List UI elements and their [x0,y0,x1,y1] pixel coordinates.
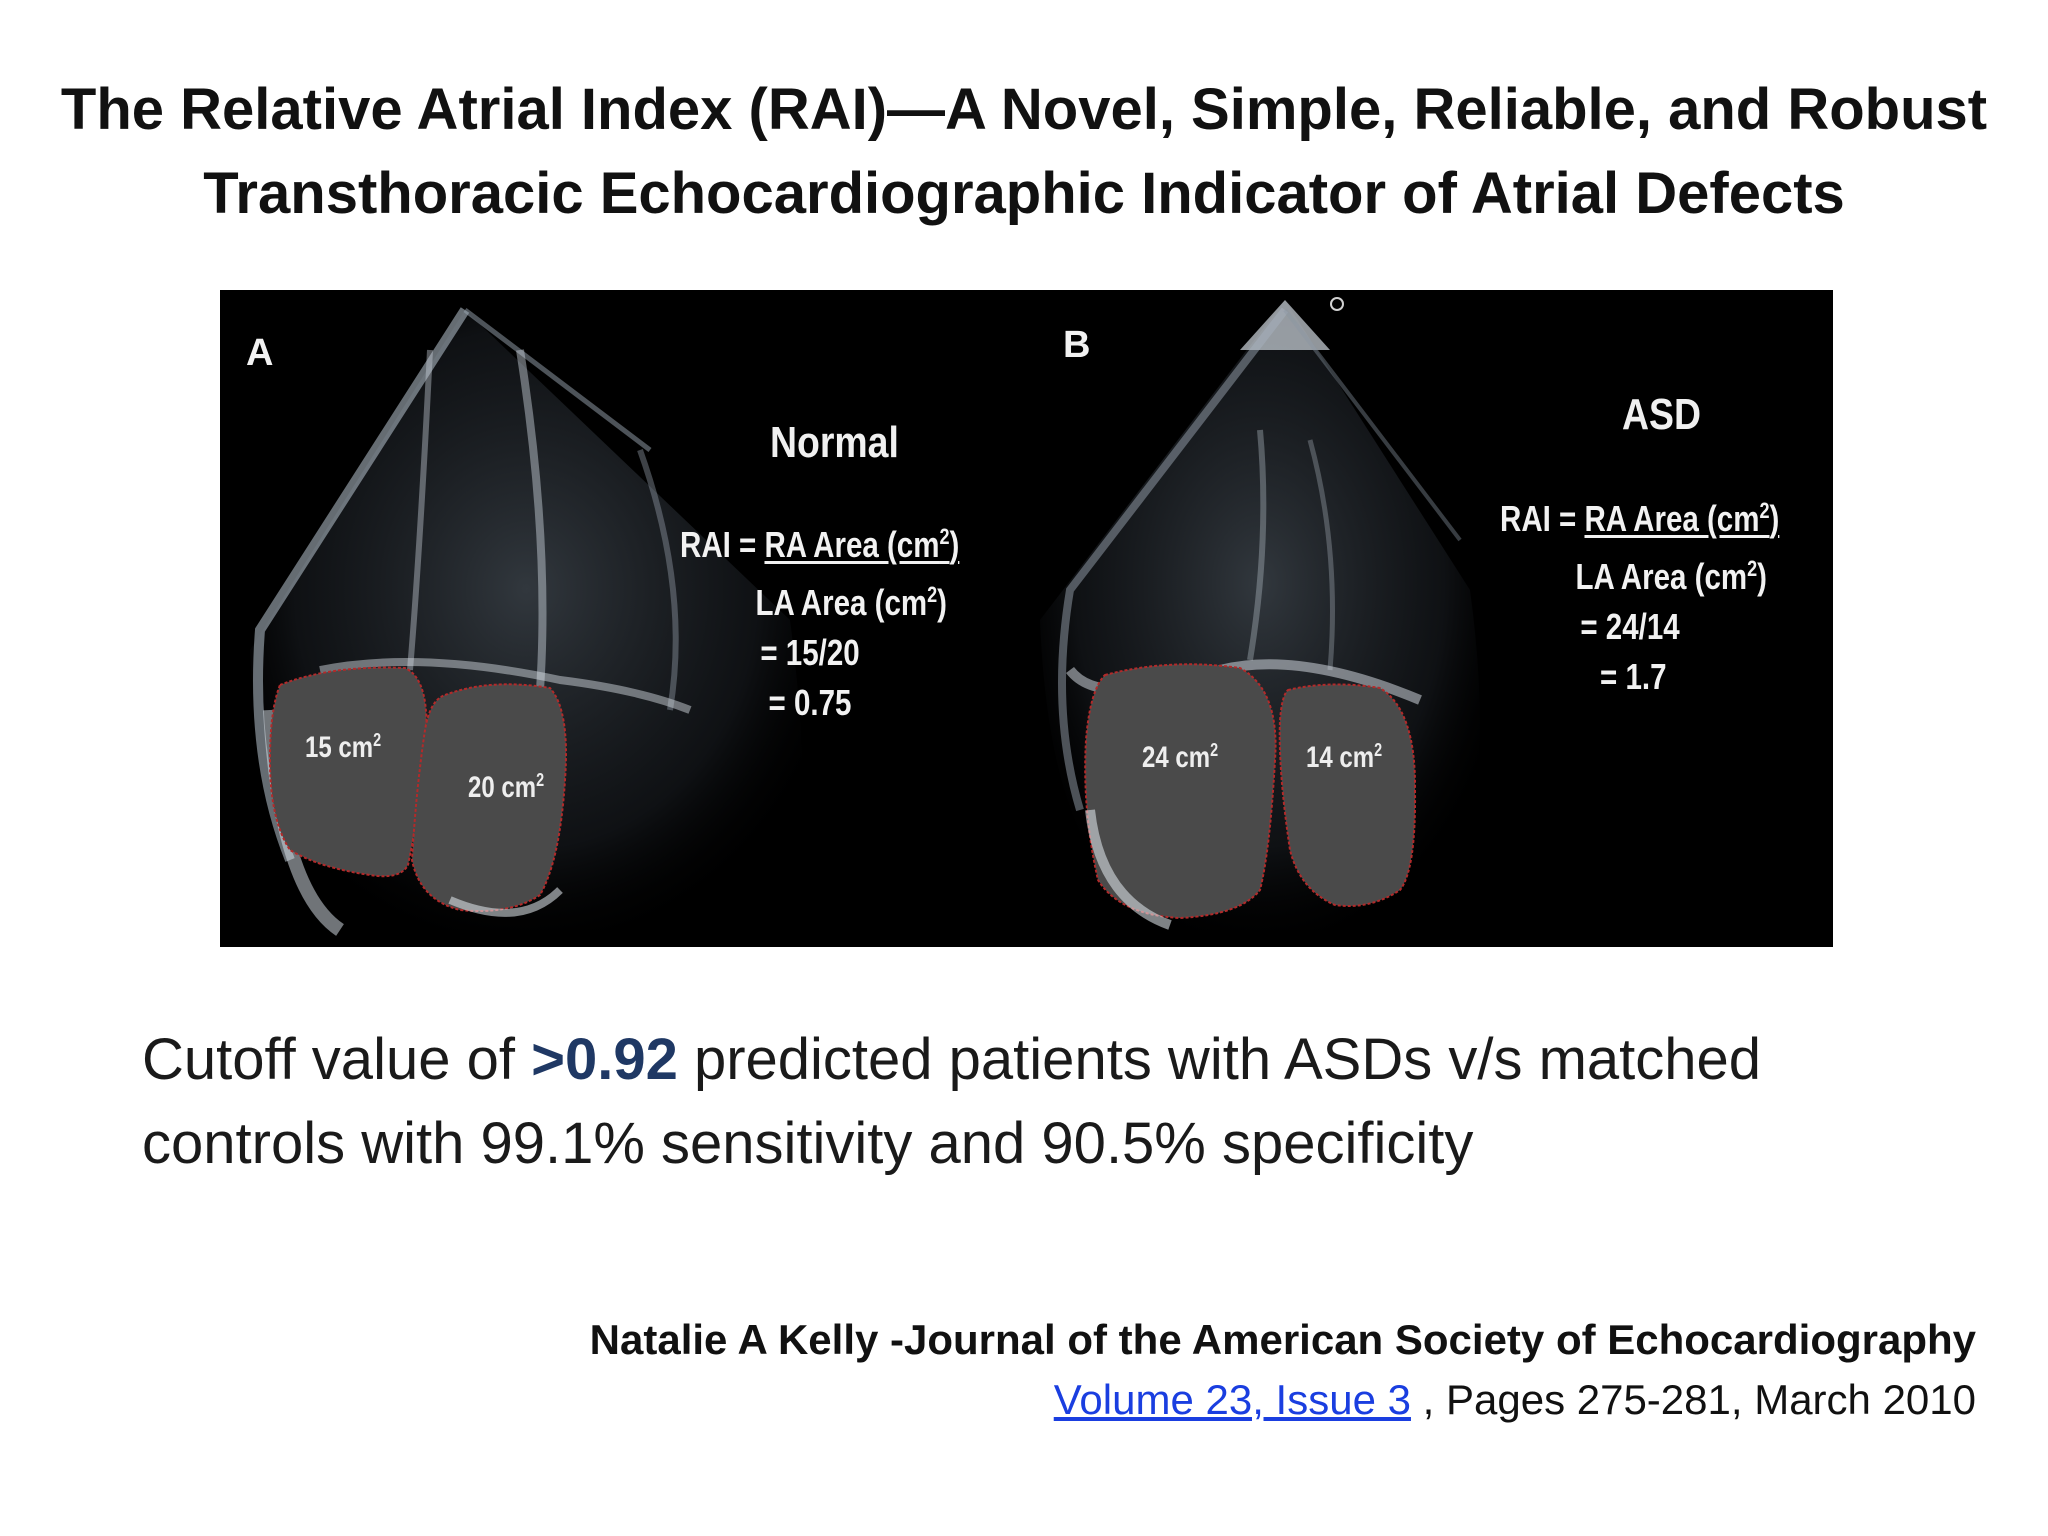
panel-a-ra-area-value: 15 cm [305,731,374,764]
panel-b-la-area-sup: 2 [1374,740,1383,760]
panel-a-letter: A [246,332,274,374]
cutoff-value: >0.92 [531,1027,678,1092]
panel-a-denominator-paren: ) [937,582,948,623]
cutoff-statement: Cutoff value of >0.92 predicted patients… [142,1018,1942,1186]
citation: Natalie A Kelly -Journal of the American… [590,1310,1976,1430]
panel-b-rai-prefix: RAI = [1500,498,1585,539]
slide-title: The Relative Atrial Index (RAI)—A Novel,… [0,68,2048,236]
panel-a-ra-contour [268,666,428,878]
panel-b-la-area-label: 14 cm2 [1306,740,1382,775]
panel-a-numerator-sup: 2 [939,524,950,549]
cutoff-suffix: predicted patients with ASDs v/s matched [677,1027,1762,1092]
panel-a-formula: RAI = RA Area (cm2) LA Area (cm2) = 15/2… [680,512,959,728]
panel-b-numerator: RA Area (cm [1584,498,1760,539]
panel-a-rai-prefix: RAI = [680,524,765,565]
panel-a-ratio: = 15/20 [760,632,860,673]
panel-b-formula: RAI = RA Area (cm2) LA Area (cm2) = 24/1… [1500,486,1779,702]
panel-a-la-area-label: 20 cm2 [468,770,544,805]
panel-b-denominator-sup: 2 [1747,556,1758,581]
panel-a-result: = 0.75 [768,682,852,723]
cutoff-line-2: controls with 99.1% sensitivity and 90.5… [142,1111,1474,1176]
panel-a-la-area-sup: 2 [536,770,545,790]
panel-a-denominator-sup: 2 [927,582,938,607]
citation-pages: , Pages 275-281, March 2010 [1410,1376,1976,1423]
echocardiogram-figure: A B Normal ASD RAI = RA Area (cm2) LA Ar… [220,290,1833,947]
panel-b-ratio: = 24/14 [1580,606,1680,647]
panel-a-numerator-paren: ) [949,524,960,565]
slide-title-line-2: Transthoracic Echocardiographic Indicato… [203,161,1845,226]
panel-b-la-area-value: 14 cm [1306,741,1375,774]
cutoff-prefix: Cutoff value of [142,1027,532,1092]
panel-b-ultrasound [1040,297,1480,930]
panel-b-la-contour [1278,683,1417,907]
panel-a-la-area-value: 20 cm [468,771,537,804]
panel-b-result: = 1.7 [1600,656,1667,697]
panel-a-ra-area-label: 15 cm2 [305,730,381,765]
panel-b-denominator-paren: ) [1757,556,1768,597]
panel-a-ultrasound [250,307,803,936]
panel-b-letter: B [1063,324,1091,366]
panel-b-numerator-sup: 2 [1759,498,1770,523]
panel-b-ra-area-label: 24 cm2 [1142,740,1218,775]
slide-title-line-1: The Relative Atrial Index (RAI)—A Novel,… [60,77,1988,142]
panel-a-ra-area-sup: 2 [373,730,382,750]
panel-b-title: ASD [1622,390,1701,439]
panel-b-denominator: LA Area (cm [1575,556,1748,597]
citation-volume-link[interactable]: Volume 23, Issue 3 [1053,1376,1411,1423]
echo-images [250,297,1480,936]
panel-b-ra-area-sup: 2 [1210,740,1219,760]
panel-b-ra-contour [1084,663,1277,920]
panel-a-numerator: RA Area (cm [764,524,940,565]
panel-a-denominator: LA Area (cm [755,582,928,623]
panel-b-numerator-paren: ) [1769,498,1780,539]
panel-b-ra-area-value: 24 cm [1142,741,1211,774]
panel-a-title: Normal [770,418,899,467]
panel-a-la-contour [410,683,567,912]
citation-author: Natalie A Kelly -Journal of the American… [589,1316,1976,1363]
